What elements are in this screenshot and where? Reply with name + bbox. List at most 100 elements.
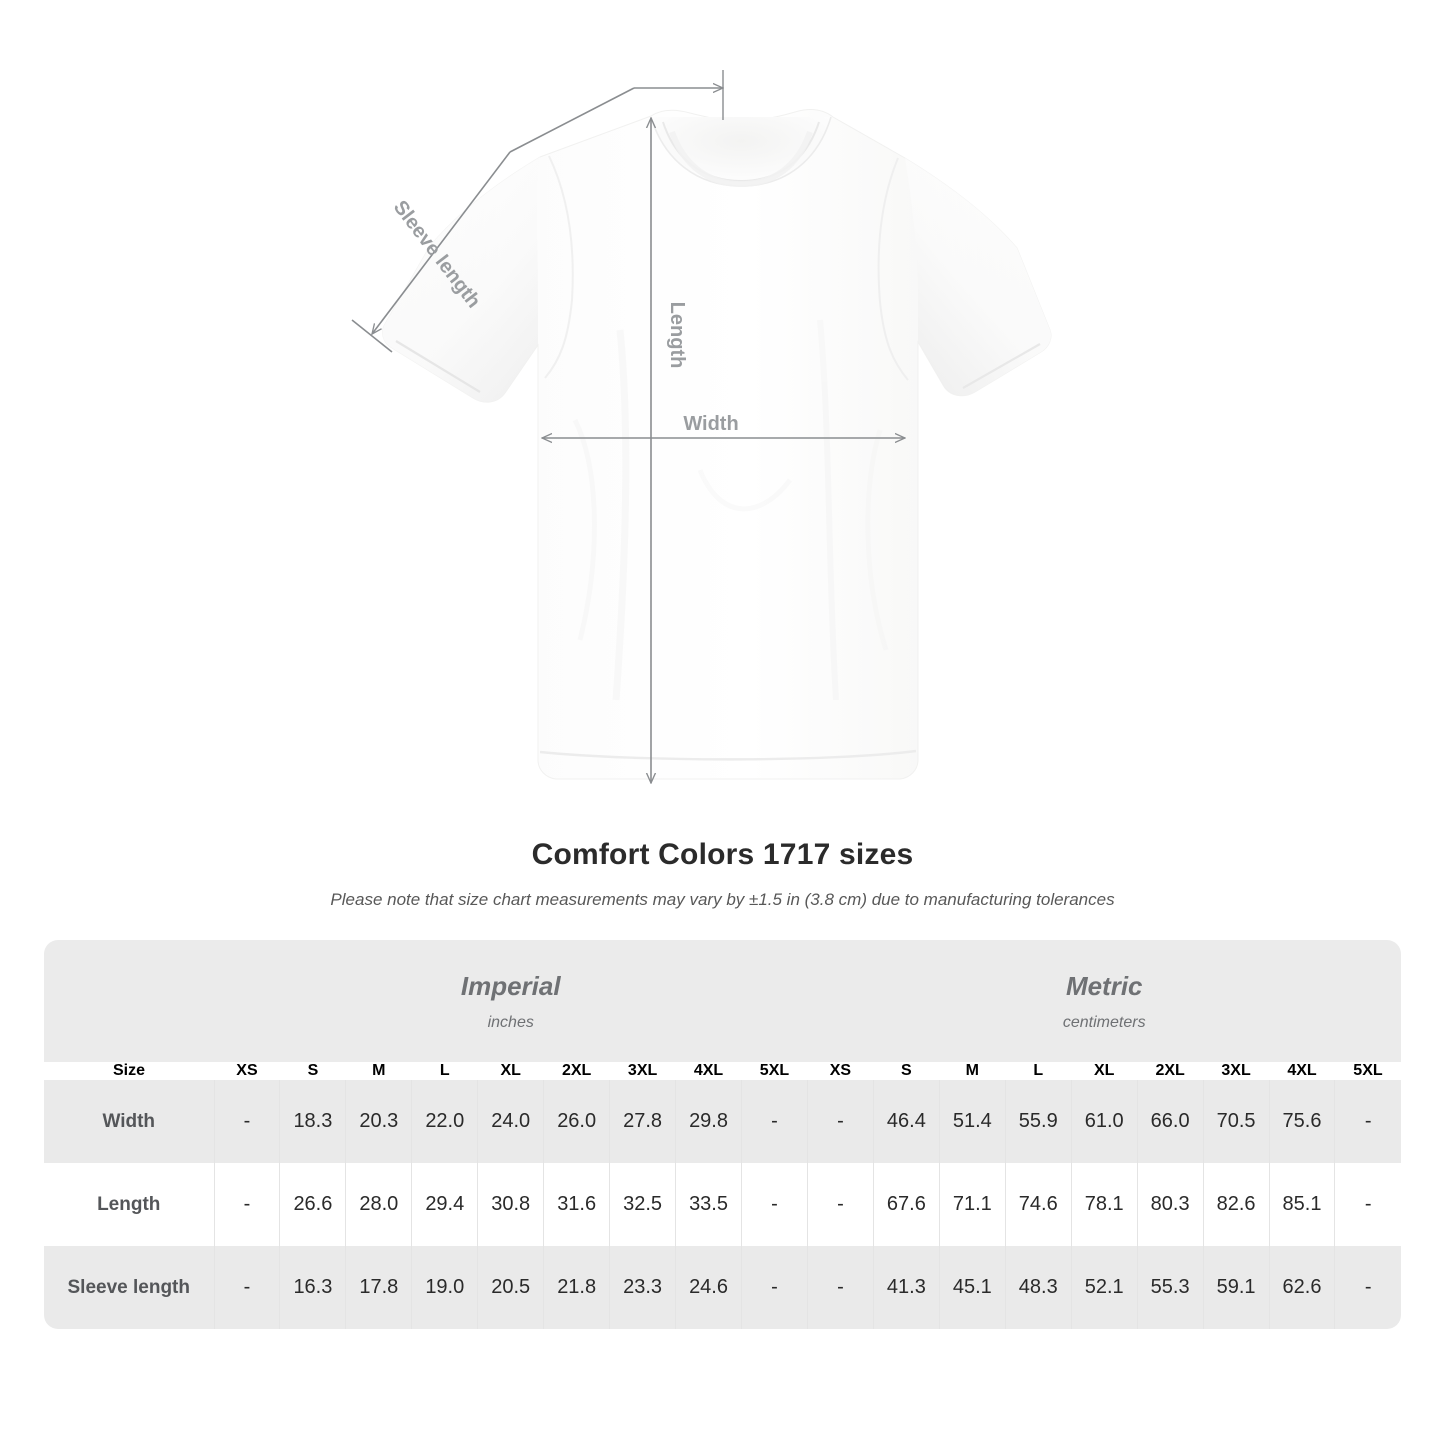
cell-sleeve-length-5xl-cm: - <box>1334 1246 1401 1329</box>
cell-length-l-cm: 74.6 <box>1004 1163 1072 1246</box>
cell-sleeve-length-3xl-cm: 59.1 <box>1202 1246 1270 1329</box>
left-sleeve <box>382 157 540 403</box>
left-shoulder-seam <box>544 155 574 379</box>
row-label-sleeve-length: Sleeve length <box>44 1246 214 1329</box>
cell-sleeve-length-m-in: 17.8 <box>345 1246 412 1329</box>
cell-width-5xl-in: - <box>741 1080 808 1163</box>
unit-header-imperial: Imperial inches <box>214 940 808 1062</box>
cell-length-4xl-in: 33.5 <box>675 1163 742 1246</box>
cell-length-5xl-in: - <box>741 1163 808 1246</box>
size-header-metric-xl: XL <box>1093 1062 1115 1079</box>
cell-width-l-in: 22.0 <box>411 1080 478 1163</box>
right-sleeve-hem <box>962 343 1041 389</box>
cell-width-m-in: 20.3 <box>345 1080 412 1163</box>
cell-sleeve-length-4xl-in: 24.6 <box>675 1246 742 1329</box>
page-title: Comfort Colors 1717 sizes <box>531 838 914 871</box>
cell-width-5xl-cm: - <box>1334 1080 1401 1163</box>
size-header-imperial-4xl: 4XL <box>693 1062 724 1079</box>
cell-sleeve-length-3xl-in: 23.3 <box>609 1246 676 1329</box>
cell-width-s-in: 18.3 <box>279 1080 346 1163</box>
cell-width-xl-in: 24.0 <box>477 1080 544 1163</box>
tolerance-note: Please note that size chart measurements… <box>330 890 1115 909</box>
unit-name-imperial: Imperial <box>460 970 561 1001</box>
size-header-metric-xs: XS <box>829 1062 852 1079</box>
size-table: Imperial inches Metric centimeters Size … <box>44 940 1401 1329</box>
cell-width-m-cm: 51.4 <box>938 1080 1006 1163</box>
size-header-imperial-xs: XS <box>236 1062 258 1079</box>
width-label: Width <box>683 413 738 435</box>
cell-length-xs-cm: - <box>806 1163 874 1246</box>
title-block: Comfort Colors 1717 sizes Please note th… <box>0 838 1445 910</box>
cell-width-s-cm: 46.4 <box>872 1080 940 1163</box>
size-header-metric-5xl: 5XL <box>1353 1062 1383 1079</box>
cell-length-xl-in: 30.8 <box>477 1163 544 1246</box>
cell-length-l-in: 29.4 <box>411 1163 478 1246</box>
cell-length-xs-in: - <box>213 1163 280 1246</box>
cell-sleeve-length-xl-in: 20.5 <box>477 1246 544 1329</box>
cell-length-m-cm: 71.1 <box>938 1163 1006 1246</box>
cell-length-4xl-cm: 85.1 <box>1268 1163 1335 1246</box>
size-header-metric-l: L <box>1033 1062 1044 1079</box>
cell-length-5xl-cm: - <box>1334 1163 1401 1246</box>
cell-length-3xl-cm: 82.6 <box>1202 1163 1270 1246</box>
cell-sleeve-length-2xl-cm: 55.3 <box>1136 1246 1204 1329</box>
cell-length-2xl-in: 31.6 <box>543 1163 610 1246</box>
cell-sleeve-length-l-in: 19.0 <box>411 1246 478 1329</box>
cell-sleeve-length-xl-cm: 52.1 <box>1070 1246 1138 1329</box>
length-measure: Length <box>651 70 724 783</box>
size-header-imperial-m: M <box>372 1062 386 1079</box>
cell-width-3xl-in: 27.8 <box>609 1080 676 1163</box>
width-measure: Width <box>542 413 905 438</box>
length-label: Length <box>666 302 688 369</box>
left-sleeve-hem <box>395 340 481 393</box>
cell-sleeve-length-5xl-in: - <box>741 1246 808 1329</box>
cell-width-4xl-in: 29.8 <box>675 1080 742 1163</box>
cell-width-l-cm: 55.9 <box>1004 1080 1072 1163</box>
cell-sleeve-length-l-cm: 48.3 <box>1004 1246 1072 1329</box>
size-header-imperial-3xl: 3XL <box>627 1062 658 1079</box>
size-table-wrapper: Imperial inches Metric centimeters Size … <box>44 940 1401 1329</box>
size-header-metric-3xl: 3XL <box>1221 1062 1251 1079</box>
size-header-imperial-l: L <box>439 1062 450 1079</box>
size-header-row: Size XS S M L XL 2XL 3XL 4XL 5XL XS S M L XL 2XL 3XL 4XL… <box>44 1062 1401 1080</box>
cell-width-xl-cm: 61.0 <box>1070 1080 1138 1163</box>
cell-sleeve-length-s-in: 16.3 <box>279 1246 346 1329</box>
cell-sleeve-length-xs-in: - <box>213 1246 280 1329</box>
size-header-metric-2xl: 2XL <box>1155 1062 1185 1079</box>
cell-length-m-in: 28.0 <box>345 1163 412 1246</box>
tshirt-illustration: Sleeve length Length Width <box>351 70 1052 830</box>
unit-sub-metric: centimeters <box>1062 1013 1146 1031</box>
cell-length-s-cm: 67.6 <box>872 1163 940 1246</box>
cell-width-4xl-cm: 75.6 <box>1268 1080 1335 1163</box>
row-label-length: Length <box>44 1163 214 1246</box>
cell-width-2xl-cm: 66.0 <box>1136 1080 1204 1163</box>
collar-shadow <box>669 130 813 188</box>
cell-width-3xl-cm: 70.5 <box>1202 1080 1270 1163</box>
size-header-imperial-2xl: 2XL <box>561 1062 592 1079</box>
cell-length-xl-cm: 78.1 <box>1070 1163 1138 1246</box>
size-header-metric-m: M <box>965 1062 979 1079</box>
size-column-header: Size <box>112 1062 145 1079</box>
table-row: Sleeve length -16.3 17.8 19.0 20.5 21.8 23.3 24… <box>44 1246 1401 1329</box>
size-header-imperial-s: S <box>307 1062 319 1079</box>
row-label-width: Width <box>44 1080 214 1163</box>
cell-length-2xl-cm: 80.3 <box>1136 1163 1204 1246</box>
table-row: Length -26.6 28.0 29.4 30.8 31.6 32.5 33.5- -67.… <box>44 1163 1401 1246</box>
cell-width-2xl-in: 26.0 <box>543 1080 610 1163</box>
cell-sleeve-length-m-cm: 45.1 <box>938 1246 1006 1329</box>
cell-length-s-in: 26.6 <box>279 1163 346 1246</box>
cell-width-xs-cm: - <box>806 1080 874 1163</box>
right-shoulder-seam <box>877 157 909 381</box>
sleeve-end-tick <box>351 319 393 353</box>
size-header-imperial-xl: XL <box>500 1062 521 1079</box>
unit-band-spacer <box>44 940 214 1062</box>
cell-sleeve-length-2xl-in: 21.8 <box>543 1246 610 1329</box>
unit-band-row: Imperial inches Metric centimeters <box>44 940 1401 1062</box>
bottom-hem <box>539 749 917 761</box>
tshirt-svg: Sleeve length Length Width <box>351 70 1052 830</box>
sleeve-diagonal-arrow <box>372 151 511 334</box>
cell-sleeve-length-s-cm: 41.3 <box>872 1246 940 1329</box>
size-header-metric-4xl: 4XL <box>1287 1062 1317 1079</box>
unit-header-metric: Metric centimeters <box>807 940 1401 1062</box>
